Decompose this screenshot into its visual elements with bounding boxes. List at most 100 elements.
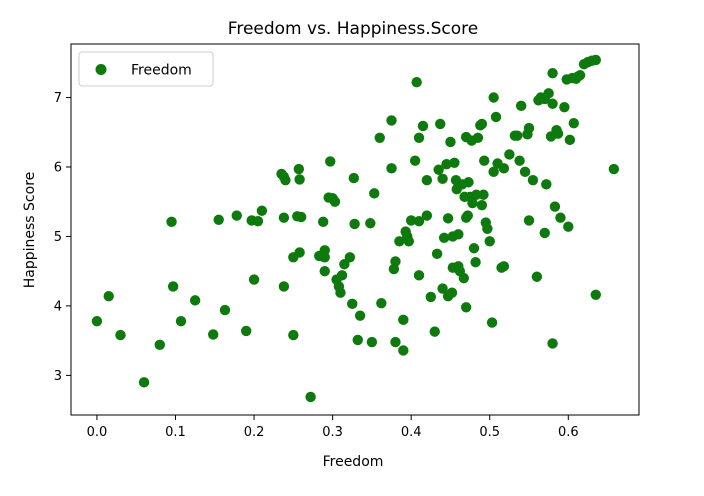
data-point <box>559 102 570 113</box>
data-point <box>543 88 554 99</box>
data-point <box>608 163 620 175</box>
data-point <box>369 188 380 199</box>
y-tick-label: 7 <box>54 91 62 106</box>
data-point <box>442 213 454 224</box>
y-tick-label: 5 <box>54 230 62 245</box>
data-point <box>425 291 437 303</box>
data-point <box>433 164 444 175</box>
data-point <box>498 163 510 174</box>
data-point <box>231 210 242 221</box>
x-tick-label: 0.1 <box>165 425 186 440</box>
data-point <box>354 310 366 321</box>
data-point <box>167 281 179 292</box>
data-point <box>386 163 397 174</box>
data-point <box>467 197 478 209</box>
data-point <box>166 216 177 228</box>
data-point <box>568 118 579 129</box>
data-point <box>294 174 305 185</box>
data-point <box>479 155 490 166</box>
axes-frame <box>70 43 640 416</box>
data-point <box>441 158 452 170</box>
x-tick-label: 0.5 <box>479 425 500 440</box>
data-point <box>138 377 150 388</box>
data-point <box>523 122 535 134</box>
data-point <box>484 236 495 247</box>
data-point <box>472 132 484 143</box>
data-point <box>488 166 499 178</box>
data-point <box>531 271 543 282</box>
data-point <box>549 201 561 212</box>
x-tick-label: 0.2 <box>244 425 265 440</box>
data-point <box>482 223 493 235</box>
data-point <box>413 215 425 227</box>
data-point <box>278 281 290 292</box>
data-points <box>91 54 620 403</box>
plot-area <box>70 43 640 416</box>
data-point <box>288 329 299 341</box>
data-point <box>514 155 525 166</box>
y-tick-label: 6 <box>54 160 62 175</box>
data-point <box>339 259 350 270</box>
data-point <box>413 270 425 281</box>
data-point <box>504 149 515 160</box>
data-point <box>365 218 376 229</box>
data-point <box>563 221 574 232</box>
data-point <box>463 177 474 188</box>
data-point <box>409 155 421 166</box>
data-point <box>213 214 224 225</box>
data-point <box>476 199 488 211</box>
data-point <box>462 210 473 221</box>
data-point <box>295 211 307 223</box>
legend-marker <box>95 64 107 75</box>
data-point <box>398 345 409 356</box>
data-point <box>552 128 564 139</box>
data-point <box>488 92 499 103</box>
data-point <box>154 339 165 351</box>
data-point <box>413 132 425 143</box>
data-point <box>280 174 291 186</box>
data-point <box>403 236 415 247</box>
data-point <box>498 261 510 272</box>
data-point <box>219 304 231 316</box>
data-point <box>411 77 422 88</box>
data-point <box>347 298 358 310</box>
x-tick-label: 0.0 <box>87 425 108 440</box>
data-point <box>349 218 360 230</box>
data-point <box>348 172 360 184</box>
legend-label: Freedom <box>131 63 192 79</box>
y-axis-ticks: 3 4 5 6 7 <box>54 91 71 384</box>
data-point <box>547 338 558 349</box>
data-point <box>352 334 363 346</box>
data-point <box>374 132 385 143</box>
data-point <box>468 243 480 254</box>
data-point <box>564 134 576 146</box>
data-point <box>523 215 535 226</box>
x-axis-ticks: 0.0 0.1 0.2 0.3 0.4 0.5 0.6 <box>87 415 579 440</box>
data-point <box>515 100 527 112</box>
data-point <box>421 174 433 186</box>
data-point <box>294 247 305 258</box>
data-point <box>541 179 552 190</box>
data-point <box>189 295 201 306</box>
data-point <box>446 287 458 298</box>
data-point <box>555 212 566 223</box>
data-point <box>478 189 489 200</box>
data-point <box>366 336 378 348</box>
legend: Freedom <box>78 51 214 87</box>
data-point <box>386 115 397 126</box>
data-point <box>460 302 472 313</box>
data-point <box>208 329 219 340</box>
data-point <box>103 291 114 302</box>
data-point <box>240 325 252 337</box>
x-tick-label: 0.6 <box>558 425 579 440</box>
data-point <box>547 67 558 79</box>
data-point <box>417 120 429 132</box>
data-point <box>91 316 103 327</box>
data-point <box>429 326 440 337</box>
data-point <box>421 210 433 221</box>
data-point <box>539 227 550 239</box>
data-point <box>394 236 405 247</box>
data-point <box>547 98 558 109</box>
data-point <box>458 272 470 284</box>
